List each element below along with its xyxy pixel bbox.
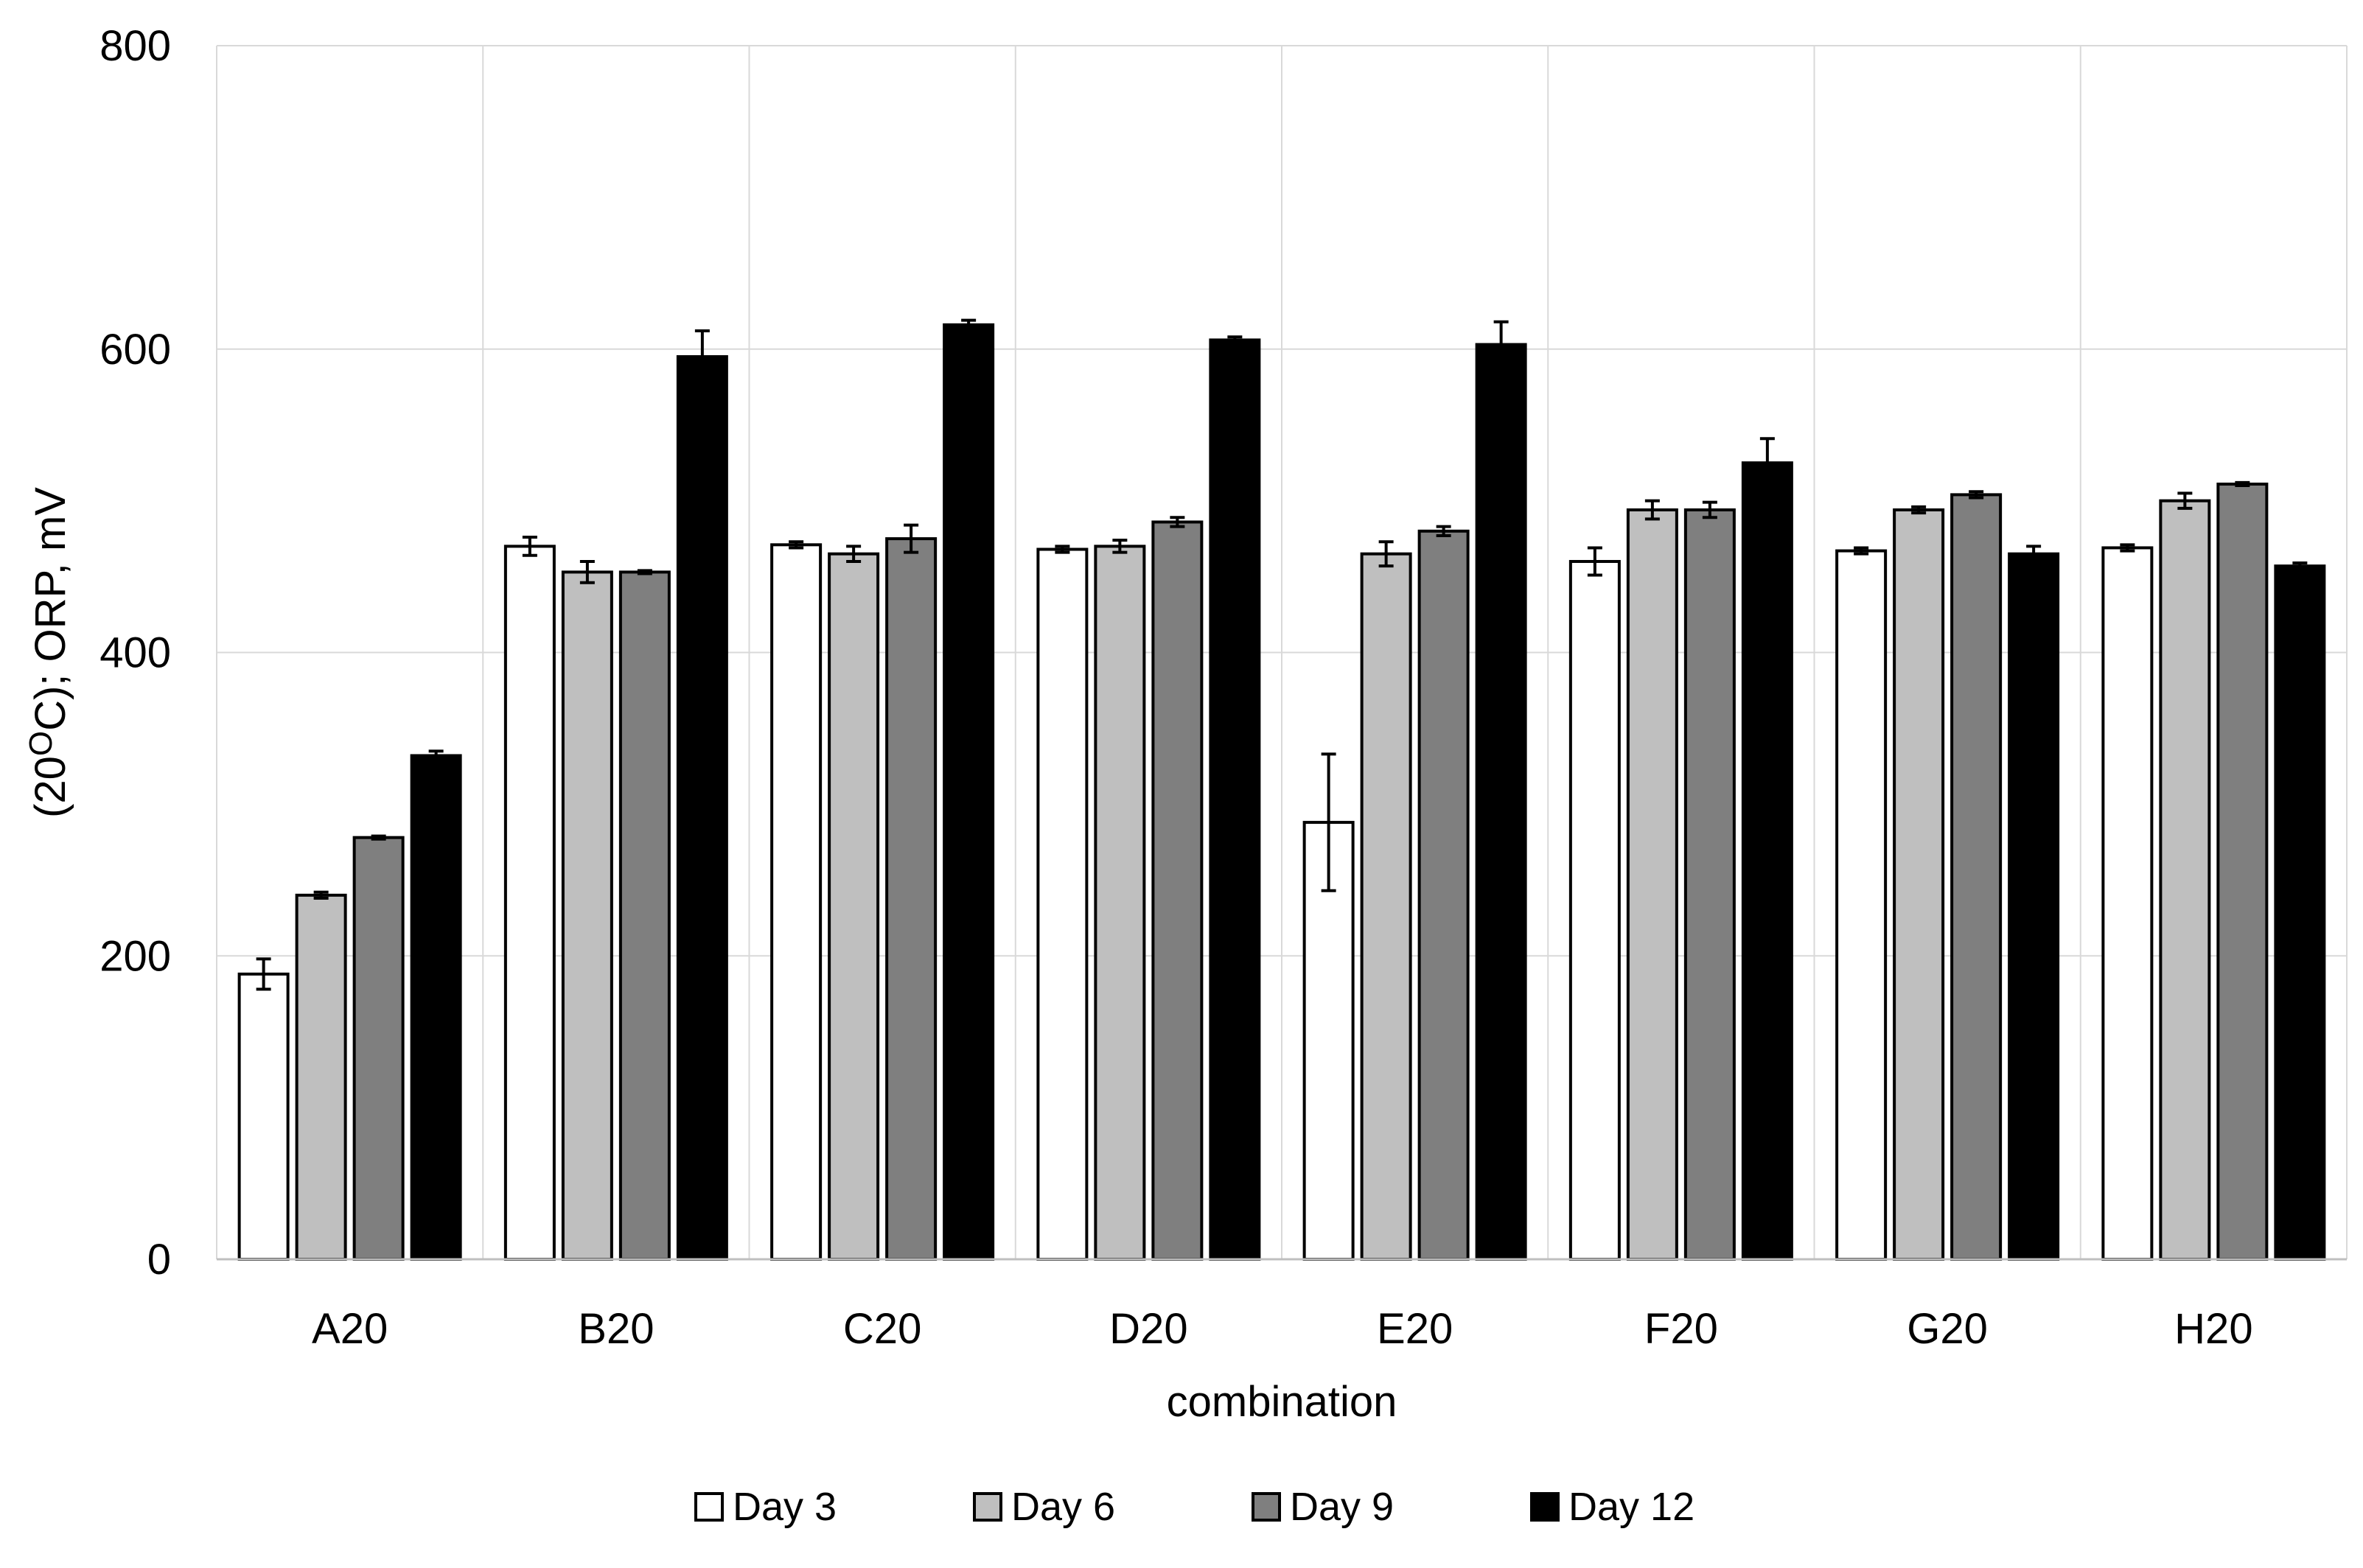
bar-day-9-a20 [352,836,405,1261]
bar-day-9-h20 [2216,482,2269,1261]
error-bar [579,559,595,584]
y-axis-title-suffix: C); ORP, mV [27,487,74,731]
bar-day-3-b20 [503,545,556,1261]
bar-day-3-c20 [770,543,823,1261]
error-bar [1321,752,1336,892]
y-tick-label: 800 [100,22,171,70]
error-bar [1911,505,1927,515]
legend-swatch [1252,1492,1281,1522]
error-bar [961,318,977,331]
bar-day-12-f20 [1741,461,1793,1261]
error-bar [2120,543,2135,553]
legend-label: Day 6 [1011,1485,1115,1529]
bar-day-12-e20 [1475,343,1527,1261]
x-tick-label: D20 [1109,1305,1187,1353]
x-tick-label: A20 [312,1305,388,1353]
bar-day-3-a20 [237,972,290,1261]
bar-day-6-a20 [295,893,347,1261]
error-bar [1969,490,1984,500]
error-bar [1112,539,1128,554]
error-bar [789,540,804,550]
x-tick-label: G20 [1907,1305,1988,1353]
error-bar [1759,437,1775,489]
bar-day-9-d20 [1151,520,1204,1261]
y-axis-title: (20OC); ORP, mV [23,487,74,818]
bar-day-12-a20 [410,754,462,1261]
y-tick-label: 200 [100,932,171,980]
bar-day-3-f20 [1568,559,1621,1261]
legend-swatch [973,1492,1002,1522]
bar-day-12-h20 [2274,564,2326,1261]
error-bar [1854,546,1869,556]
bar-day-6-b20 [561,570,613,1261]
x-axis-title: combination [1167,1378,1397,1426]
x-tick-label: F20 [1644,1305,1718,1353]
error-bar [694,329,710,385]
y-axis-title-prefix: (20 [27,756,74,818]
legend-label: Day 9 [1290,1485,1394,1529]
error-bar [637,569,652,575]
error-bar [1493,320,1509,369]
error-bar [1170,516,1185,528]
bar-day-9-e20 [1417,529,1470,1261]
error-bar [1644,499,1660,521]
bar-day-3-g20 [1835,549,1888,1261]
error-bar [904,523,919,554]
error-bar [371,834,386,841]
error-bar [2177,491,2193,510]
error-bar [1702,500,1717,519]
error-bar [256,957,271,991]
error-bar [1055,545,1070,554]
bar-day-9-g20 [1950,493,2003,1261]
legend-item-day-6: Day 6 [973,1485,1115,1529]
bar-day-9-f20 [1683,508,1736,1261]
error-bar [313,890,329,900]
error-bar [2292,561,2308,571]
y-axis-title-degree: O [23,731,59,756]
error-bar [2235,480,2250,488]
y-tick-label: 0 [147,1236,171,1284]
error-bar [428,749,444,762]
bar-day-6-f20 [1626,508,1678,1261]
bar-day-6-g20 [1893,508,1945,1261]
error-bar [846,545,862,563]
legend-swatch [694,1492,724,1522]
bar-day-12-b20 [676,355,728,1261]
y-tick-label: 400 [100,629,171,677]
bar-day-3-e20 [1302,821,1355,1261]
bar-day-9-b20 [618,570,671,1261]
legend-item-day-9: Day 9 [1252,1485,1394,1529]
x-tick-label: E20 [1377,1305,1453,1353]
legend-label: Day 3 [733,1485,837,1529]
error-bar [1436,525,1451,537]
error-bar [1378,540,1394,568]
bar-day-6-c20 [828,552,880,1261]
bar-day-12-c20 [943,323,995,1261]
legend-label: Day 12 [1568,1485,1694,1529]
y-tick-label: 600 [100,326,171,374]
legend-item-day-3: Day 3 [694,1485,837,1529]
error-bar [2026,545,2042,563]
x-tick-label: B20 [578,1305,654,1353]
x-tick-label: C20 [843,1305,921,1353]
bar-day-3-h20 [2101,546,2154,1261]
legend-item-day-12: Day 12 [1530,1485,1694,1529]
bar-day-3-d20 [1036,547,1089,1261]
bar-day-6-d20 [1094,545,1146,1261]
bar-day-12-g20 [2008,552,2060,1261]
legend-swatch [1530,1492,1560,1522]
bar-day-12-d20 [1209,338,1261,1261]
bar-day-6-h20 [2159,499,2211,1261]
bar-day-6-e20 [1360,552,1412,1261]
error-bar [522,536,537,557]
error-bar [1227,335,1243,345]
bar-day-9-c20 [885,537,938,1261]
error-bar [1587,546,1602,577]
x-tick-label: H20 [2174,1305,2252,1353]
